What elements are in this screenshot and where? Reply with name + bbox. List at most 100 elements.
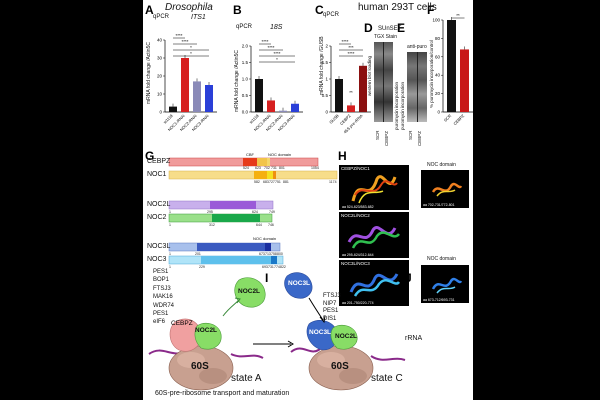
g-num: 312 [209,223,215,227]
panel-d-right-label: puromycin incorporation [394,81,399,130]
panel-d-left-label: western blot loading [367,55,372,96]
y-tick-label: 1 [325,77,328,82]
sig-label: * [190,45,192,50]
h-right-title-1: NOC domain [427,162,456,168]
sig-label: * [276,57,278,62]
panel-letter-d: D [364,21,373,35]
bar [335,79,343,112]
g-num: 801 [279,166,285,170]
panel-d-blot [374,42,393,122]
bar [347,105,355,112]
g-num: 623 [255,166,261,170]
g-noc-label-1: NOC domain [268,152,292,157]
panel-a-chart: 010203040w1118NOC1-RNAiNOC2-RNAiNOC3-RNA… [157,33,217,132]
panel-d-lane-1: SCR [375,130,380,140]
panel-g-domains [168,157,338,265]
g-name-noc3: NOC3 [147,256,167,263]
y-tick-label: 100 [432,18,440,23]
bar [193,81,201,112]
i-noc2l-free-label: NOC2L [238,288,261,295]
sig-label: **** [261,39,268,44]
panel-e-lane-2: CEBPZ [417,130,422,146]
y-tick-label: 10 [157,92,163,97]
i-list-item: FTSJ3 [153,285,171,292]
h-structure-3 [339,260,409,306]
i-j-schematic [148,272,406,391]
y-tick-label: 80 [435,36,441,41]
h-title-2: NOC2L/NOC2 [341,213,370,218]
x-tick-label: GUSB [328,113,340,125]
g-num: 727 [269,180,275,184]
g-num: 1 [169,252,171,256]
j-noc2l-label: NOC2L [335,333,358,340]
panel-letter-i: I [265,271,269,285]
g-num: 201 [195,252,201,256]
header-human: human 293T cells [358,2,437,13]
h-structure-1b [421,170,469,208]
y-tick-label: 2.0 [242,44,249,49]
h-structure-1 [339,165,409,210]
g-num: 644 [256,223,262,227]
y-tick-label: 40 [435,73,441,78]
sig-label: **** [347,51,354,56]
bar [359,65,367,112]
h-structure-2 [339,212,409,258]
j-rrna-label: rRNA [405,335,423,342]
bar [169,106,177,112]
h-sub-2: aa 295-624/312-644 [342,253,374,257]
y-tick-label: 0.5 [322,93,329,98]
y-tick-label: 1.5 [242,60,249,65]
panel-f-chart: 0 20 40 60 80 100 SCR CEBPZ ** [432,13,473,126]
panel-d-title: SUnSET [378,26,402,32]
panel-letter-e: E [397,21,406,35]
sig-label: *** [348,45,354,50]
sig-label: **** [273,51,280,56]
g-num: 673 [259,252,265,256]
g-num: 731 [271,166,277,170]
panel-e-title: anti-puro [407,44,427,50]
y-tick-label: 0 [325,110,328,115]
h-title-3: NOC3L/NOC3 [341,261,370,266]
j-list-item: PES1 [323,308,339,314]
i-list-item: PES1 [153,311,169,318]
bar [205,85,213,112]
sig-label: ** [456,13,460,18]
g-num: 524 [243,166,249,170]
h-title-1: CEBPZ/NOC1 [341,166,370,171]
bar [460,49,469,112]
panel-b-gene: 18S [270,24,283,31]
bar [181,58,189,112]
sig-label: **** [181,39,188,44]
panel-b-chart: 0.00.51.01.52.0w1118NOC1-RNAiNOC2-RNAiNO… [242,39,303,132]
i-cebpz-label: CEBPZ [171,320,193,327]
panel-letter-h: H [338,149,347,163]
h-sub-3: aa 201-750/220-774 [342,301,374,305]
j-list-item: DIS1 [323,315,337,322]
panel-letter-a: A [145,3,154,17]
panel-a-gene: ITS1 [191,14,206,21]
i-list-item: eIF6 [153,319,166,326]
sig-label: ** [349,90,353,95]
y-tick-label: 0 [159,110,162,115]
x-tick-label: w1118 [248,113,260,125]
g-num: 881 [283,180,289,184]
figure-panel: A B C D E F G H I J Drosophila human 293… [143,0,473,400]
g-name-noc3l: NOC3L [147,243,171,250]
panel-e-lane-1: SCR [408,130,413,140]
g-num: 295 [207,210,213,214]
g-num: 1 [169,265,171,269]
sig-label: * [190,51,192,56]
panel-d-lane-2: CEBPZ [384,130,389,146]
bar [279,110,287,112]
panel-e-blot [407,52,427,122]
g-num: 713 [265,252,271,256]
g-cbf-label: CBF [246,152,254,157]
y-tick-label: 2 [325,44,328,49]
g-name-noc1: NOC1 [147,171,167,178]
y-tick-label: 60 [435,54,441,59]
g-num: 1 [169,223,171,227]
panel-letter-f: F [427,3,435,17]
h-right-title-3: NOC domain [427,256,456,262]
j-protein-list: FTSJ3 NIP7 PES1 DIS1 [323,293,341,323]
i-list-item: BOP1 [153,277,170,284]
